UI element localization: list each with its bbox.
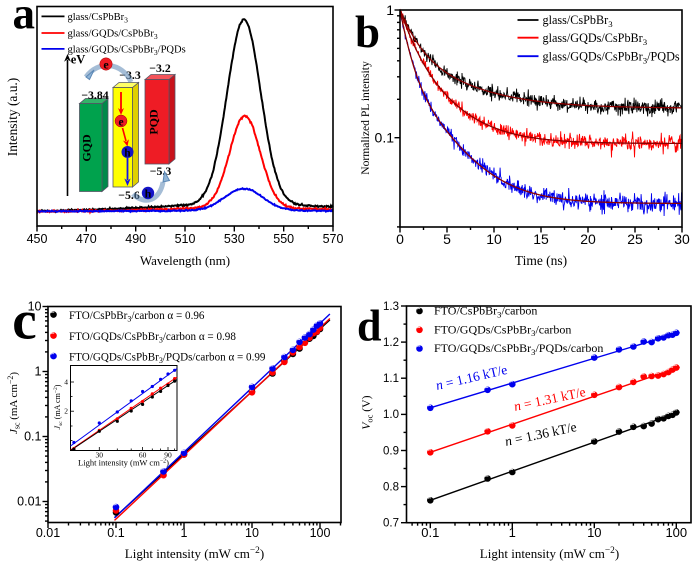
svg-text:0.7: 0.7 bbox=[383, 518, 399, 530]
svg-text:PQD: PQD bbox=[147, 109, 161, 135]
svg-text:490: 490 bbox=[125, 232, 146, 246]
svg-text:1.3: 1.3 bbox=[383, 301, 399, 313]
svg-text:25: 25 bbox=[627, 231, 643, 247]
svg-text:d: d bbox=[357, 302, 381, 351]
svg-text:1.2: 1.2 bbox=[383, 337, 399, 349]
svg-text:glass/GQDs/CsPbBr3​/PQDs: glass/GQDs/CsPbBr3​/PQDs bbox=[543, 49, 680, 65]
svg-text:e: e bbox=[103, 58, 109, 72]
svg-text:FTO/GQDs/CsPbBr3​/carbon: FTO/GQDs/CsPbBr3​/carbon bbox=[434, 322, 571, 338]
svg-text:20: 20 bbox=[580, 231, 596, 247]
svg-text:1: 1 bbox=[35, 365, 42, 379]
svg-text:0: 0 bbox=[396, 231, 404, 247]
svg-text:100: 100 bbox=[310, 526, 331, 540]
svg-text:1: 1 bbox=[386, 2, 394, 18]
svg-text:30: 30 bbox=[96, 450, 104, 459]
svg-text:1.1: 1.1 bbox=[383, 373, 399, 385]
svg-text:450: 450 bbox=[27, 232, 48, 246]
svg-text:60: 60 bbox=[139, 450, 147, 459]
svg-text:1.0: 1.0 bbox=[383, 409, 399, 421]
svg-text:FTO/GQDs/CsPbBr3​/PQDs/carbon: FTO/GQDs/CsPbBr3​/PQDs/carbon bbox=[434, 341, 603, 357]
svg-text:GQD: GQD bbox=[80, 134, 94, 162]
svg-text:Wavelength (nm): Wavelength (nm) bbox=[140, 253, 230, 268]
svg-text:h: h bbox=[145, 187, 152, 201]
svg-text:570: 570 bbox=[323, 232, 344, 246]
svg-text:a: a bbox=[13, 0, 36, 39]
svg-text:4: 4 bbox=[64, 378, 68, 387]
svg-text:0.1: 0.1 bbox=[375, 130, 395, 146]
svg-text:Light intensity (mW cm−2​): Light intensity (mW cm−2​) bbox=[78, 458, 169, 468]
svg-text:glass/GQDs/CsPbBr3​: glass/GQDs/CsPbBr3​ bbox=[543, 31, 648, 47]
svg-text:FTO/CsPbBr3​/carbon: FTO/CsPbBr3​/carbon bbox=[434, 304, 537, 320]
svg-text:15: 15 bbox=[533, 231, 549, 247]
svg-text:10: 10 bbox=[486, 231, 502, 247]
svg-text:30: 30 bbox=[674, 231, 690, 247]
svg-text:530: 530 bbox=[224, 232, 245, 246]
svg-text:FTO/GQDs/CsPbBr3​/PQDs/carbon: FTO/GQDs/CsPbBr3​/PQDs/carbon α = 0.99 bbox=[69, 351, 266, 365]
svg-text:Intensity (a.u.): Intensity (a.u.) bbox=[5, 78, 20, 156]
svg-text:1: 1 bbox=[181, 526, 188, 540]
svg-text:0.01: 0.01 bbox=[17, 495, 41, 509]
svg-text:510: 510 bbox=[175, 232, 196, 246]
svg-text:2: 2 bbox=[64, 407, 68, 416]
svg-text:Time (ns): Time (ns) bbox=[515, 253, 567, 268]
svg-text:5: 5 bbox=[443, 231, 451, 247]
svg-text:FTO/GQDs/CsPbBr3​/carbon α = 0: FTO/GQDs/CsPbBr3​/carbon α = 0.98 bbox=[69, 331, 236, 345]
svg-text:0.1: 0.1 bbox=[421, 525, 439, 540]
svg-text:eV: eV bbox=[71, 53, 86, 67]
svg-text:Light intensity (mW cm−2​): Light intensity (mW cm−2​) bbox=[480, 546, 619, 561]
svg-text:h: h bbox=[124, 148, 131, 160]
svg-text:10: 10 bbox=[245, 526, 259, 540]
svg-text:0.1: 0.1 bbox=[24, 430, 41, 444]
svg-text:10: 10 bbox=[28, 300, 42, 314]
svg-text:0.1: 0.1 bbox=[107, 526, 124, 540]
svg-text:Voc​ (V): Voc​ (V) bbox=[360, 395, 375, 429]
svg-text:−5.3: −5.3 bbox=[150, 164, 172, 178]
svg-text:glass/GQDs/CsPbBr3​/PQDs: glass/GQDs/CsPbBr3​/PQDs bbox=[68, 45, 186, 58]
svg-text:1: 1 bbox=[509, 525, 516, 540]
svg-text:470: 470 bbox=[76, 232, 97, 246]
svg-text:0.8: 0.8 bbox=[383, 481, 399, 493]
svg-text:−3.2: −3.2 bbox=[149, 61, 171, 75]
svg-text:−3.84: −3.84 bbox=[81, 88, 108, 102]
svg-text:100: 100 bbox=[665, 525, 687, 540]
svg-text:e: e bbox=[118, 117, 123, 129]
svg-text:90: 90 bbox=[164, 450, 172, 459]
svg-text:b: b bbox=[355, 7, 380, 57]
svg-text:glass/CsPbBr3​: glass/CsPbBr3​ bbox=[68, 12, 129, 25]
svg-text:0.9: 0.9 bbox=[383, 445, 399, 457]
svg-text:Normalized PL intensity: Normalized PL intensity bbox=[359, 61, 372, 175]
svg-text:glass/GQDs/CsPbBr3​: glass/GQDs/CsPbBr3​ bbox=[68, 29, 158, 42]
svg-text:0.01: 0.01 bbox=[36, 526, 60, 540]
svg-text:c: c bbox=[12, 290, 36, 351]
svg-text:Jsc​ (mA cm−2​): Jsc​ (mA cm−2​) bbox=[53, 384, 64, 429]
svg-text:550: 550 bbox=[273, 232, 294, 246]
svg-text:glass/CsPbBr3​: glass/CsPbBr3​ bbox=[543, 13, 614, 29]
svg-text:Jsc​ (mA cm−2​): Jsc​ (mA cm−2​) bbox=[6, 372, 22, 434]
svg-text:FTO/CsPbBr3​/carbon α = 0.96: FTO/CsPbBr3​/carbon α = 0.96 bbox=[69, 310, 205, 324]
svg-text:Light intensity (mW cm−2​): Light intensity (mW cm−2​) bbox=[125, 546, 264, 561]
svg-text:10: 10 bbox=[587, 525, 601, 540]
